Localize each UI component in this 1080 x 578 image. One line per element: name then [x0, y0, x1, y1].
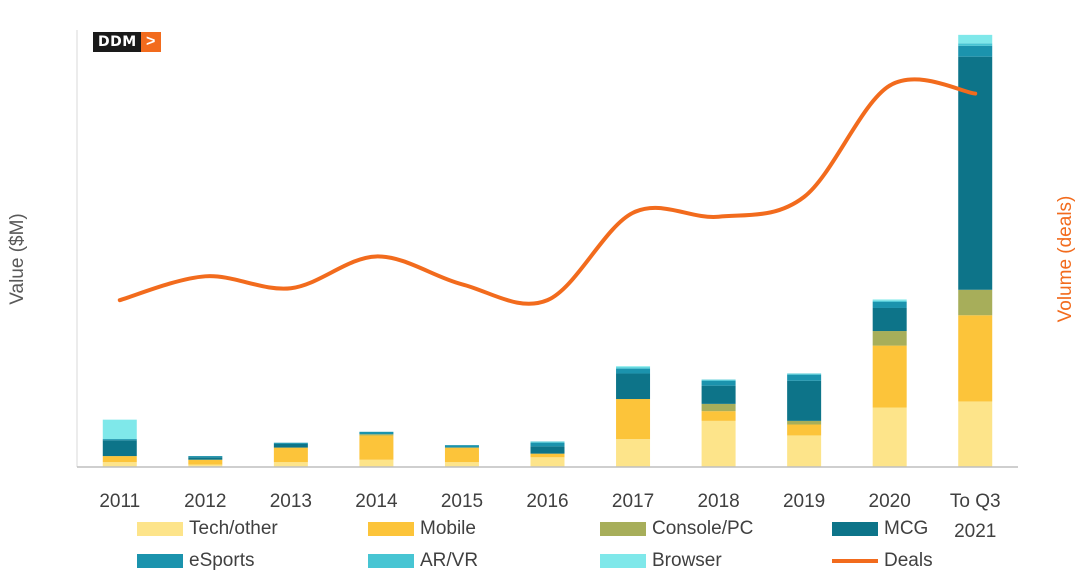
bar-layer	[102, 34, 993, 467]
x-tick-label: To Q3 2021	[950, 491, 1001, 542]
bar-mobile-0	[102, 456, 137, 463]
bar-ar-vr-5	[530, 441, 565, 443]
bar-tech-other-1	[188, 464, 223, 467]
bar-mcg-5	[530, 446, 565, 454]
bar-mcg-0	[102, 440, 137, 457]
bar-esports-0	[102, 439, 137, 441]
bar-browser-6	[616, 366, 651, 368]
bar-mobile-1	[188, 459, 223, 465]
bar-console-pc-8	[787, 420, 822, 425]
bar-tech-other-2	[273, 462, 308, 467]
bar-ar-vr-10	[958, 43, 993, 46]
bar-mcg-2	[273, 443, 308, 448]
bar-mcg-7	[701, 385, 736, 404]
logo-text: DDM	[93, 32, 141, 52]
bar-esports-6	[616, 368, 651, 374]
bar-tech-other-10	[958, 401, 993, 467]
bar-browser-0	[102, 419, 137, 440]
bar-esports-10	[958, 45, 993, 57]
bar-mobile-8	[787, 424, 822, 436]
x-tick-label: 2016	[526, 491, 568, 512]
bar-esports-7	[701, 380, 736, 386]
x-tick-label: 2012	[184, 491, 226, 512]
deals-line-layer	[117, 77, 978, 306]
bar-mobile-6	[616, 399, 651, 440]
bar-mcg-9	[872, 307, 907, 332]
deals-line	[117, 77, 978, 306]
bar-tech-other-6	[616, 439, 651, 467]
bar-console-pc-9	[872, 331, 907, 346]
x-tick-label: 2020	[869, 491, 911, 512]
bar-ar-vr-8	[787, 373, 822, 375]
bar-mcg-6	[616, 373, 651, 400]
bar-tech-other-0	[102, 462, 137, 467]
bar-tech-other-5	[530, 457, 565, 467]
bar-mobile-3	[359, 435, 394, 460]
bar-browser-9	[872, 299, 907, 301]
bar-esports-4	[444, 445, 479, 448]
bar-mobile-10	[958, 315, 993, 402]
bar-mcg-8	[787, 380, 822, 421]
bar-ar-vr-6	[616, 367, 651, 369]
bar-esports-9	[872, 301, 907, 308]
bar-tech-other-9	[872, 407, 907, 467]
bar-esports-5	[530, 442, 565, 447]
x-tick-label: 2019	[783, 491, 825, 512]
bar-console-pc-10	[958, 289, 993, 316]
bar-tech-other-3	[359, 459, 394, 467]
y-axis-left-title: Value ($M)	[7, 213, 28, 305]
bar-mobile-5	[530, 453, 565, 458]
bar-esports-8	[787, 374, 822, 381]
bar-mcg-1	[188, 457, 223, 460]
bar-browser-10	[958, 34, 993, 44]
bar-mobile-7	[701, 411, 736, 421]
x-tick-label: 2011	[99, 491, 140, 512]
x-tick-label: 2013	[270, 491, 312, 512]
bar-console-pc-3	[359, 434, 394, 436]
bar-mobile-4	[444, 447, 479, 463]
y-axis-right-title: Volume (deals)	[1055, 195, 1076, 323]
bar-tech-other-7	[701, 420, 736, 467]
bar-mobile-9	[872, 345, 907, 408]
bar-esports-3	[359, 431, 394, 435]
bar-tech-other-8	[787, 435, 822, 467]
bar-esports-1	[188, 456, 223, 458]
bar-ar-vr-9	[872, 300, 907, 302]
ddm-logo: DDM >	[93, 32, 161, 52]
x-tick-label: 2017	[612, 491, 654, 512]
bar-ar-vr-7	[701, 379, 736, 381]
bar-tech-other-4	[444, 462, 479, 467]
bar-mobile-2	[273, 447, 308, 463]
x-tick-label: 2018	[697, 491, 739, 512]
x-tick-label: 2014	[355, 491, 398, 512]
bar-esports-2	[273, 442, 308, 444]
bar-console-pc-7	[701, 403, 736, 412]
logo-arrow-icon: >	[140, 32, 161, 52]
x-tick-label: 2015	[441, 491, 483, 512]
x-tick-labels: 2011 2012 2013 2014 2015 2016 2017 2018 2019 2020…	[99, 491, 1000, 542]
